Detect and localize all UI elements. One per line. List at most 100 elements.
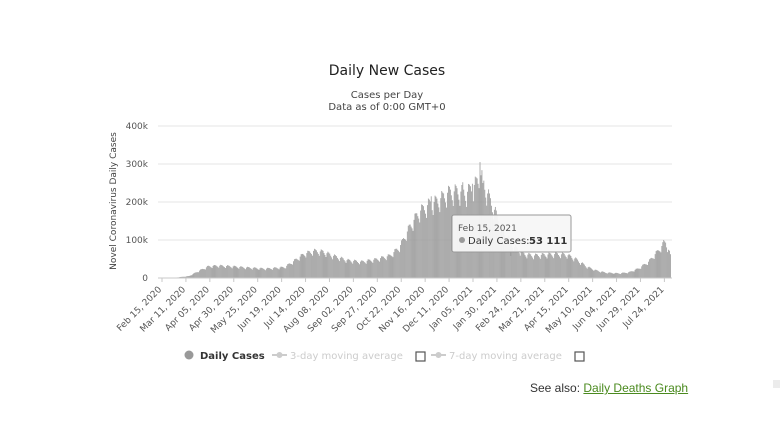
bar[interactable] <box>661 246 663 278</box>
bar[interactable] <box>236 267 238 278</box>
bar[interactable] <box>577 259 579 278</box>
bar[interactable] <box>186 276 188 278</box>
bar[interactable] <box>592 269 594 278</box>
bar[interactable] <box>598 271 600 278</box>
bar[interactable] <box>415 213 417 278</box>
bar[interactable] <box>656 250 658 278</box>
bar[interactable] <box>563 253 565 278</box>
bar[interactable] <box>202 268 203 278</box>
bar[interactable] <box>235 266 237 278</box>
bar[interactable] <box>224 267 225 278</box>
bar[interactable] <box>429 201 431 278</box>
bar[interactable] <box>583 264 585 278</box>
bar[interactable] <box>582 263 584 278</box>
bar[interactable] <box>566 258 568 278</box>
bar[interactable] <box>548 252 550 278</box>
bar[interactable] <box>610 272 612 278</box>
bar[interactable] <box>539 258 541 278</box>
bar[interactable] <box>258 269 260 278</box>
bar[interactable] <box>612 273 614 278</box>
legend-item-7-day-moving-average[interactable]: 7-day moving average <box>431 351 562 362</box>
legend-7-day-checkbox[interactable] <box>574 351 585 362</box>
bar[interactable] <box>560 258 561 278</box>
bar[interactable] <box>513 251 514 278</box>
bar[interactable] <box>295 258 297 278</box>
bar[interactable] <box>527 254 529 278</box>
bar[interactable] <box>552 256 554 278</box>
bar[interactable] <box>565 256 567 278</box>
bar[interactable] <box>503 229 505 278</box>
bar[interactable] <box>257 269 259 278</box>
bar[interactable] <box>184 276 186 278</box>
bar[interactable] <box>581 262 582 278</box>
bar[interactable] <box>431 210 433 278</box>
bar[interactable] <box>537 254 538 278</box>
bar[interactable] <box>381 256 382 278</box>
bar[interactable] <box>526 258 528 278</box>
bar[interactable] <box>263 268 265 278</box>
scrollbar-handle[interactable] <box>773 380 780 388</box>
bar[interactable] <box>182 276 184 278</box>
bar[interactable] <box>543 254 545 278</box>
bar[interactable] <box>414 213 416 278</box>
bar[interactable] <box>374 258 376 278</box>
bar[interactable] <box>273 267 275 278</box>
bar[interactable] <box>540 254 542 278</box>
bar[interactable] <box>239 266 241 278</box>
bar[interactable] <box>265 270 267 278</box>
bar[interactable] <box>445 202 446 278</box>
bar[interactable] <box>188 276 190 278</box>
bar[interactable] <box>635 268 637 278</box>
bar[interactable] <box>386 256 388 278</box>
bar[interactable] <box>353 260 355 278</box>
bar[interactable] <box>398 250 400 278</box>
bar[interactable] <box>519 255 521 278</box>
bar[interactable] <box>542 253 544 278</box>
bar[interactable] <box>604 272 606 278</box>
bar[interactable] <box>231 268 233 278</box>
bar[interactable] <box>553 258 555 278</box>
bar[interactable] <box>197 272 199 278</box>
bar[interactable] <box>368 259 370 278</box>
bar[interactable] <box>360 260 362 278</box>
bar[interactable] <box>183 276 185 278</box>
bar[interactable] <box>426 205 428 278</box>
bar[interactable] <box>405 240 407 278</box>
bar[interactable] <box>397 249 399 278</box>
bar[interactable] <box>647 264 648 278</box>
bar[interactable] <box>210 267 212 278</box>
bar[interactable] <box>517 250 519 278</box>
bar[interactable] <box>294 258 296 278</box>
bar[interactable] <box>247 266 248 278</box>
bar[interactable] <box>375 258 377 278</box>
bar[interactable] <box>615 272 617 278</box>
bar[interactable] <box>596 270 598 278</box>
bar[interactable] <box>638 268 640 278</box>
bar[interactable] <box>588 266 590 278</box>
bar[interactable] <box>181 276 182 278</box>
bar[interactable] <box>339 258 341 278</box>
bar[interactable] <box>601 271 602 278</box>
bar[interactable] <box>185 276 187 278</box>
bar[interactable] <box>282 266 284 278</box>
bar[interactable] <box>639 268 641 278</box>
bar[interactable] <box>219 265 221 278</box>
bar[interactable] <box>602 271 603 278</box>
bar[interactable] <box>521 250 523 278</box>
bar[interactable] <box>311 254 312 278</box>
bar[interactable] <box>549 252 551 278</box>
bar[interactable] <box>336 256 337 278</box>
bar[interactable] <box>506 243 508 278</box>
bar[interactable] <box>537 256 539 278</box>
bar[interactable] <box>198 272 200 278</box>
bar[interactable] <box>237 267 239 278</box>
bar[interactable] <box>317 253 319 278</box>
bar[interactable] <box>550 253 552 278</box>
bar[interactable] <box>437 203 439 278</box>
bar[interactable] <box>315 249 316 278</box>
bar[interactable] <box>575 257 577 278</box>
bar[interactable] <box>438 207 440 278</box>
bar[interactable] <box>216 266 218 278</box>
bar[interactable] <box>312 255 313 278</box>
bar[interactable] <box>619 273 621 278</box>
